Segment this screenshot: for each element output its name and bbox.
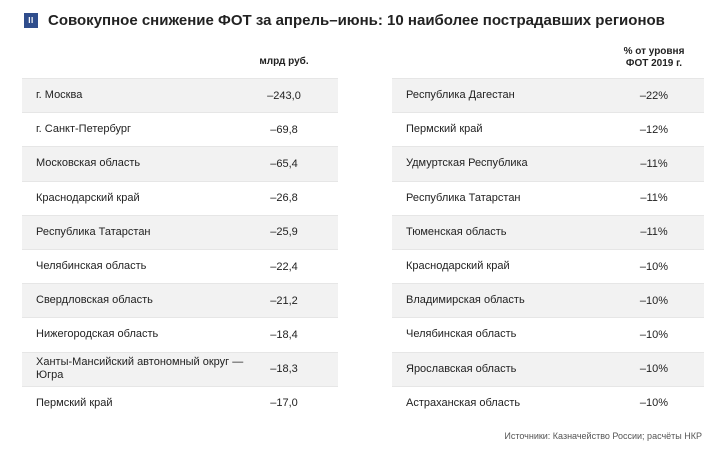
table-row: Свердловская область –21,2 [22,283,338,318]
table-row: Пермский край –17,0 [22,385,338,420]
region-value: –69,8 [270,123,298,136]
section-badge: II [24,12,38,28]
table-row: Республика Дагестан –22% [392,78,704,113]
region-name: Нижегородская область [36,328,159,341]
region-value: –12% [639,123,669,136]
region-value: –10% [639,397,669,410]
table-row: г. Москва –243,0 [22,78,338,113]
region-name: Ханты-Мансийский автономный округ — Югра [36,356,244,382]
table-row: Ханты-Мансийский автономный округ — Югра… [22,351,338,386]
table-row: Республика Татарстан –11% [392,180,704,215]
region-name: Челябинская область [406,328,517,341]
column-header-line-2: ФОТ 2019 г. [625,58,683,69]
region-name: Тюменская область [406,225,507,238]
region-value: –11% [640,157,668,170]
region-name: Республика Татарстан [36,225,151,238]
table-row: Нижегородская область –18,4 [22,317,338,352]
table-row: Челябинская область –10% [392,317,704,352]
table-row: Удмуртская Республика –11% [392,146,704,181]
region-name: Астраханская область [406,396,521,409]
table-row: г. Санкт-Петербург –69,8 [22,112,338,147]
region-name: Краснодарский край [406,260,510,273]
region-value: –11% [640,192,668,205]
region-name: Челябинская область [36,260,147,273]
table-row: Краснодарский край –26,8 [22,180,338,215]
region-value: –10% [639,328,669,341]
region-value: –65,4 [270,157,298,170]
region-name: Владимирская область [406,294,525,307]
column-header-value: % от уровня ФОТ 2019 г. [614,46,694,70]
region-value: –22,4 [270,260,298,273]
region-value: –18,4 [270,328,298,341]
table-row: Московская область –65,4 [22,146,338,181]
region-value: –17,0 [270,397,298,410]
region-name: Краснодарский край [36,191,140,204]
region-name: г. Санкт-Петербург [36,123,132,136]
table-row: Челябинская область –22,4 [22,248,338,284]
table-row: Тюменская область –11% [392,214,704,249]
region-name: Пермский край [36,396,113,409]
table-payroll-decline-rub: млрд руб. г. Москва –243,0 г. Санкт-Пете… [22,46,338,420]
region-value: –22% [639,89,669,102]
region-name: Пермский край [406,123,483,136]
table-header: % от уровня ФОТ 2019 г. [392,46,704,78]
table-body: г. Москва –243,0 г. Санкт-Петербург –69,… [22,78,338,420]
region-name: Удмуртская Республика [406,157,528,170]
column-header-line-1: % от уровня [623,46,685,57]
table-row: Ярославская область –10% [392,351,704,386]
region-value: –10% [639,260,669,273]
region-value: –18,3 [270,363,298,376]
region-value: –10% [639,294,669,307]
table-row: Владимирская область –10% [392,283,704,318]
region-value: –25,9 [270,226,298,239]
region-name: г. Москва [36,89,83,102]
region-value: –26,8 [270,192,298,205]
page-title: Совокупное снижение ФОТ за апрель–июнь: … [48,11,665,29]
table-row: Астраханская область –10% [392,385,704,420]
region-value: –10% [639,363,669,376]
region-value: –243,0 [267,89,301,102]
region-value: –21,2 [270,294,298,307]
table-row: Республика Татарстан –25,9 [22,214,338,249]
region-name: Ярославская область [406,362,517,375]
table-payroll-decline-pct: % от уровня ФОТ 2019 г. Республика Дагес… [392,46,704,420]
region-name: Московская область [36,157,141,170]
source-note: Источники: Казначейство России; расчёты … [504,431,702,441]
table-row: Краснодарский край –10% [392,248,704,284]
table-header: млрд руб. [22,46,338,78]
region-value: –11% [640,226,668,239]
table-row: Пермский край –12% [392,112,704,147]
table-body: Республика Дагестан –22% Пермский край –… [392,78,704,420]
region-name: Республика Татарстан [406,191,521,204]
region-name: Свердловская область [36,294,153,307]
column-header-value: млрд руб. [259,56,309,67]
region-name: Республика Дагестан [406,89,515,102]
header: II Совокупное снижение ФОТ за апрель–июн… [24,10,665,30]
